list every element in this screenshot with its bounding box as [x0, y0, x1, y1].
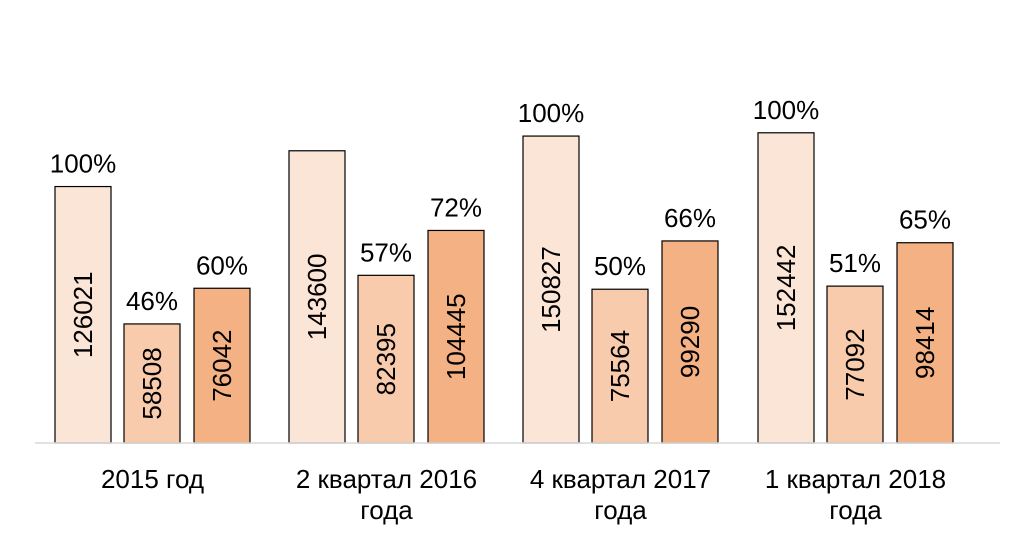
- percent-label: 50%: [594, 251, 646, 281]
- percent-label: 57%: [360, 237, 412, 267]
- bar-4-3: [896, 242, 954, 444]
- category-label: 2 квартал 2016: [296, 464, 477, 494]
- bar-4-2: [826, 285, 884, 444]
- percent-label: 65%: [899, 205, 951, 235]
- bars-layer: [54, 132, 954, 444]
- bar-value-label: 98414: [910, 307, 940, 379]
- bar-3-2: [591, 288, 649, 444]
- bar-4-1: [757, 132, 815, 444]
- percent-label: 51%: [829, 248, 881, 278]
- percent-label: 66%: [664, 203, 716, 233]
- percent-label: 46%: [126, 286, 178, 316]
- bar-value-label: 126021: [68, 271, 98, 358]
- bar-2-3: [427, 229, 485, 444]
- bar-value-label: 76042: [207, 329, 237, 401]
- bar-value-label: 99290: [675, 306, 705, 378]
- bar-value-label: 143600: [302, 254, 332, 341]
- bar-1-3: [193, 287, 251, 444]
- category-label: года: [594, 495, 647, 525]
- bar-2-1: [288, 150, 346, 444]
- bar-1-2: [123, 323, 181, 444]
- bar-value-label: 150827: [536, 246, 566, 333]
- category-label: года: [829, 495, 882, 525]
- percent-label: 60%: [196, 250, 248, 280]
- category-label: 1 квартал 2018: [765, 464, 946, 494]
- bar-value-label: 104445: [441, 293, 471, 380]
- labels-layer: 126021 100% 58508 46% 76042 60% 2015 год 143600…: [50, 95, 951, 525]
- percent-label: 100%: [753, 95, 820, 125]
- percent-label: 72%: [430, 192, 482, 222]
- bar-value-label: 82395: [371, 323, 401, 395]
- category-label: 4 квартал 2017: [530, 464, 711, 494]
- bar-value-label: 152442: [771, 245, 801, 332]
- percent-label: 100%: [50, 149, 117, 179]
- bar-value-label: 75564: [605, 330, 635, 402]
- bar-1-1: [54, 185, 112, 444]
- bar-value-label: 77092: [840, 328, 870, 400]
- percent-label: 100%: [518, 98, 585, 128]
- category-label: года: [360, 495, 413, 525]
- bar-value-label: 58508: [137, 347, 167, 419]
- category-label: 2015 год: [101, 464, 204, 494]
